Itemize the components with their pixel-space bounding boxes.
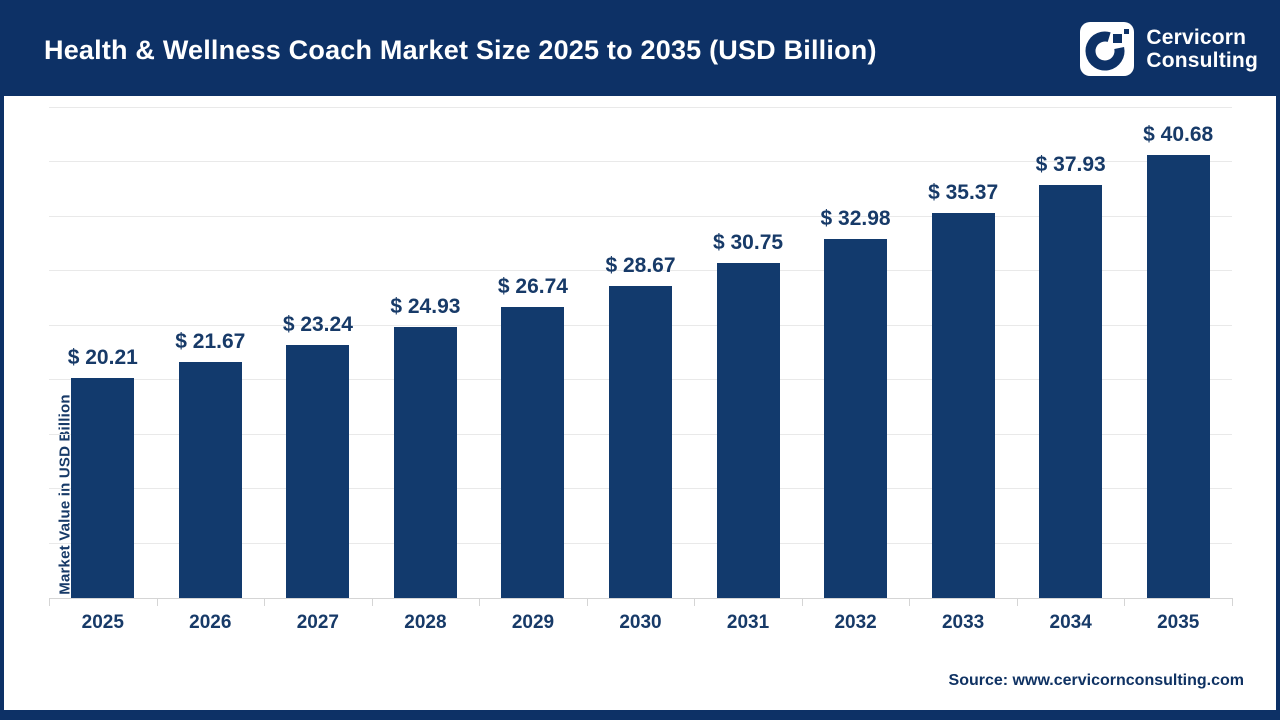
x-axis-tick bbox=[156, 598, 158, 606]
header-band: Health & Wellness Coach Market Size 2025… bbox=[4, 4, 1276, 96]
x-axis-tick bbox=[1124, 598, 1126, 606]
bar-value-label: $ 28.67 bbox=[605, 253, 676, 277]
x-axis-tick bbox=[1232, 598, 1233, 606]
x-axis-label: 2029 bbox=[511, 612, 555, 633]
c-mark-icon bbox=[1085, 29, 1130, 71]
x-axis-label: 2026 bbox=[189, 612, 232, 633]
source-attribution: Source: www.cervicornconsulting.com bbox=[948, 672, 1244, 689]
bar-value-label: $ 24.93 bbox=[390, 294, 461, 318]
brand-logo: Cervicorn Consulting bbox=[1080, 22, 1258, 76]
page-title: Health & Wellness Coach Market Size 2025… bbox=[44, 34, 877, 65]
bar-value-label: $ 26.74 bbox=[497, 274, 568, 298]
brand-name: Cervicorn Consulting bbox=[1146, 26, 1258, 72]
brand-name-line2: Consulting bbox=[1146, 49, 1258, 72]
cervicorn-c-logo-icon bbox=[1080, 22, 1135, 76]
x-axis-label: 2035 bbox=[1157, 612, 1200, 633]
x-axis-label: 2027 bbox=[296, 612, 339, 633]
bar-2025 bbox=[71, 377, 135, 598]
bar-2030 bbox=[609, 285, 672, 598]
bar-2031 bbox=[716, 263, 780, 598]
x-axis-tick bbox=[49, 598, 50, 606]
bar-2034 bbox=[1039, 185, 1103, 598]
x-axis-line bbox=[49, 598, 1232, 599]
x-axis-label: 2030 bbox=[619, 612, 662, 633]
bar-value-label: $ 40.68 bbox=[1143, 123, 1214, 147]
bar-value-label: $ 35.37 bbox=[928, 180, 999, 204]
x-axis-tick bbox=[479, 598, 481, 606]
x-axis-tick bbox=[801, 598, 803, 606]
bar-2027 bbox=[286, 344, 350, 598]
x-axis-tick bbox=[694, 598, 696, 606]
gridline bbox=[49, 161, 1232, 163]
x-axis-label: 2025 bbox=[81, 612, 124, 633]
bar-2029 bbox=[501, 306, 565, 598]
x-axis-tick bbox=[371, 598, 373, 606]
bar-value-label: $ 37.93 bbox=[1035, 153, 1106, 176]
bar-2028 bbox=[393, 326, 457, 598]
x-axis-label: 2028 bbox=[404, 612, 447, 633]
bar-value-label: $ 23.24 bbox=[282, 312, 353, 336]
gridline bbox=[49, 270, 1232, 272]
bar-value-label: $ 21.67 bbox=[175, 330, 246, 354]
bar-chart-plot-area: Market Value in USD Billion $ 20.21 2025 $… bbox=[49, 107, 1233, 633]
bar-value-label: $ 20.21 bbox=[67, 345, 138, 369]
bar-2032 bbox=[824, 238, 888, 598]
x-axis-label: 2033 bbox=[941, 612, 985, 633]
x-axis-tick bbox=[264, 598, 266, 606]
gridline bbox=[49, 107, 1232, 108]
bar-2033 bbox=[931, 212, 995, 598]
x-axis-label: 2031 bbox=[726, 612, 770, 633]
x-axis-tick bbox=[586, 598, 588, 606]
gridline bbox=[49, 215, 1232, 217]
bar-value-label: $ 32.98 bbox=[820, 206, 891, 230]
bar-value-label: $ 30.75 bbox=[712, 231, 784, 255]
brand-name-line1: Cervicorn bbox=[1146, 25, 1247, 49]
bar-2026 bbox=[178, 362, 242, 598]
x-axis-label: 2034 bbox=[1049, 612, 1092, 633]
x-axis-tick bbox=[1016, 598, 1018, 606]
bar-2035 bbox=[1146, 155, 1210, 598]
x-axis-tick bbox=[909, 598, 911, 606]
x-axis-label: 2032 bbox=[834, 612, 877, 633]
